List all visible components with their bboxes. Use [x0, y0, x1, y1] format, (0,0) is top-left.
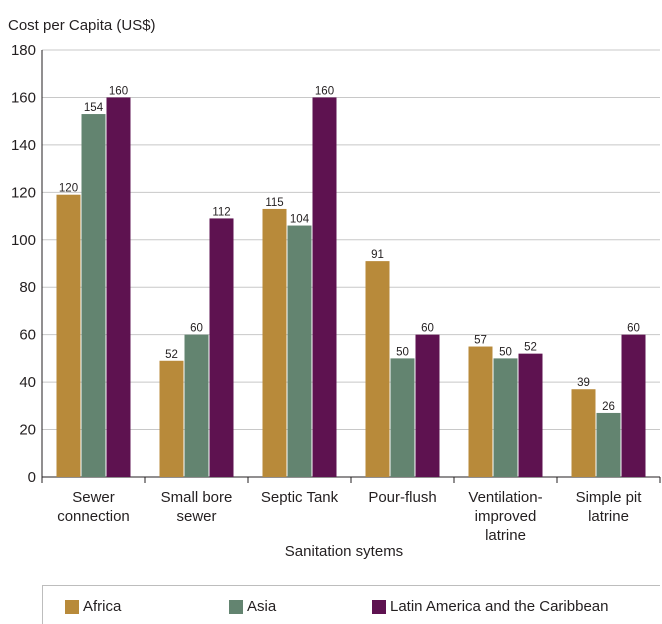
- y-tick-labels: 0 20 40 60 80 100 120 140 160 180: [11, 42, 36, 486]
- x-tick-label: Small bore: [161, 489, 233, 506]
- y-tick-label: 100: [11, 232, 36, 249]
- bar: [209, 218, 234, 477]
- y-tick-label: 180: [11, 42, 36, 59]
- legend-swatch: [372, 599, 386, 614]
- y-tick-label: 60: [19, 327, 36, 344]
- bar: [106, 97, 131, 477]
- y-tick-label: 160: [11, 89, 36, 106]
- bar: [159, 360, 184, 477]
- data-label: 120: [59, 183, 78, 195]
- legend-item-latin-america: Latin America and the Caribbean: [372, 598, 608, 615]
- data-label: 112: [212, 206, 230, 218]
- bar: [184, 334, 209, 477]
- data-label: 60: [190, 323, 203, 335]
- y-tick-label: 120: [11, 184, 36, 201]
- data-label: 115: [265, 197, 283, 209]
- x-tick-labels: Sewer connection Small bore sewer Septic Tan…: [57, 489, 642, 544]
- y-axis-title: Cost per Capita (US$): [8, 17, 156, 34]
- bar: [621, 334, 646, 477]
- data-labels: 120 154 160 52 60 112 115 104 160 91 50 60 57 50 52 39 2…: [59, 85, 640, 413]
- x-tick-label: latrine: [485, 527, 526, 544]
- gridlines: [41, 49, 661, 483]
- bar: [56, 194, 81, 477]
- bar: [493, 358, 518, 477]
- data-label: 160: [315, 85, 334, 97]
- data-label: 60: [421, 323, 434, 335]
- x-tick-label: Ventilation-: [468, 489, 542, 506]
- bar: [262, 208, 287, 477]
- y-tick-label: 0: [28, 469, 36, 486]
- y-tick-label: 40: [19, 374, 36, 391]
- x-tick-label: Simple pit: [576, 489, 643, 506]
- legend: Africa Asia Latin America and the Caribb…: [42, 585, 660, 624]
- legend-label: Asia: [247, 598, 277, 615]
- bar: [468, 346, 493, 477]
- bar-chart: Cost per Capita (US$) 0 20 40 60 80 100 120 140…: [8, 17, 661, 560]
- x-axis-title: Sanitation sytems: [285, 543, 403, 560]
- legend-swatch: [229, 599, 243, 614]
- data-label: 60: [627, 323, 640, 335]
- data-label: 91: [371, 249, 384, 261]
- y-tick-label: 20: [19, 422, 36, 439]
- bar: [81, 114, 106, 478]
- bar: [287, 225, 312, 477]
- x-tick-label: connection: [57, 508, 130, 525]
- bar: [365, 261, 390, 477]
- data-label: 154: [84, 102, 104, 114]
- bars: [56, 97, 646, 478]
- data-label: 52: [524, 342, 537, 354]
- bar: [390, 358, 415, 477]
- bar: [415, 334, 440, 477]
- bar: [596, 412, 621, 477]
- data-label: 26: [602, 401, 615, 413]
- legend-item-africa: Africa: [65, 598, 121, 615]
- y-tick-label: 140: [11, 137, 36, 154]
- legend-swatch: [65, 599, 79, 614]
- x-tick-label: sewer: [176, 508, 216, 525]
- x-tick-label: Sewer: [72, 489, 115, 506]
- data-label: 50: [499, 346, 512, 358]
- x-tick-label: latrine: [588, 508, 629, 525]
- bar: [571, 389, 596, 477]
- data-label: 52: [165, 349, 178, 361]
- x-tick-label: Septic Tank: [261, 489, 339, 506]
- legend-label: Latin America and the Caribbean: [390, 598, 609, 615]
- bar: [518, 353, 543, 477]
- data-label: 50: [396, 346, 409, 358]
- y-tick-label: 80: [19, 279, 36, 296]
- x-tick-label: Pour-flush: [368, 489, 436, 506]
- bar: [312, 97, 337, 477]
- x-tick-label: improved: [475, 508, 537, 525]
- data-label: 39: [577, 377, 590, 389]
- data-label: 160: [109, 85, 128, 97]
- legend-label: Africa: [83, 598, 122, 615]
- legend-item-asia: Asia: [229, 598, 276, 615]
- data-label: 57: [474, 335, 487, 347]
- data-label: 104: [290, 214, 310, 226]
